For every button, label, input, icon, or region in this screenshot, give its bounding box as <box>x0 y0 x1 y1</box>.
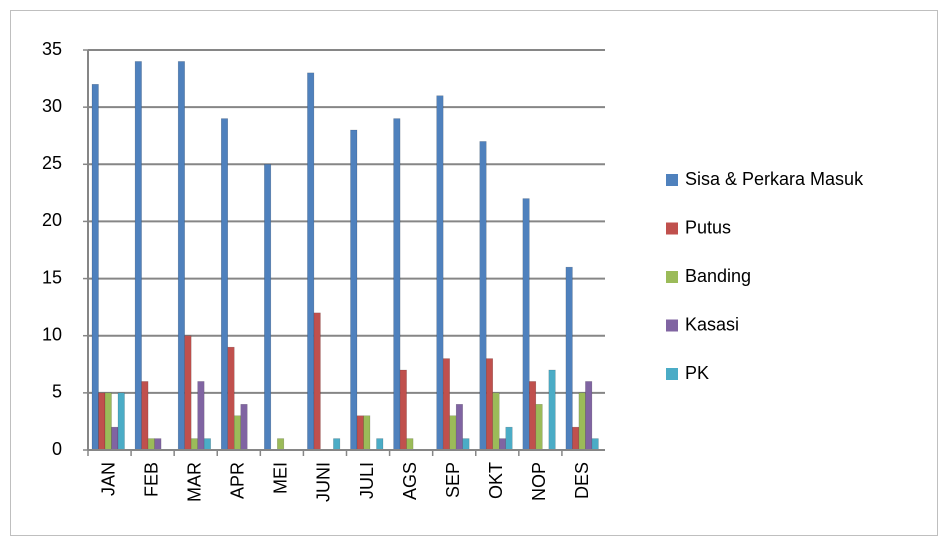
bar <box>184 335 192 451</box>
bar <box>227 346 235 451</box>
bar <box>505 426 513 451</box>
x-tick-label: FEB <box>141 462 161 497</box>
chart-border <box>10 10 938 536</box>
x-tick-label: MEI <box>271 462 291 494</box>
bar <box>442 358 450 451</box>
bar <box>591 438 599 451</box>
bar <box>578 392 586 451</box>
bar <box>399 369 407 451</box>
legend-label: Putus <box>685 217 731 237</box>
bar <box>376 438 384 451</box>
bar <box>455 404 463 451</box>
bar <box>141 381 149 451</box>
bar <box>492 392 500 451</box>
bar <box>572 426 580 451</box>
y-tick-label: 5 <box>52 382 62 402</box>
legend-swatch <box>666 222 678 235</box>
legend-label: PK <box>685 363 709 383</box>
bar <box>548 369 556 451</box>
x-tick-label: AGS <box>400 462 420 500</box>
x-tick-label: OKT <box>486 462 506 499</box>
bar <box>313 312 321 451</box>
legend-label: Sisa & Perkara Masuk <box>685 169 864 189</box>
x-tick-label: JAN <box>98 462 118 496</box>
legend-label: Banding <box>685 266 751 286</box>
bar <box>154 438 162 451</box>
y-tick-label: 10 <box>42 324 62 344</box>
y-tick-label: 20 <box>42 210 62 230</box>
legend-swatch <box>666 319 678 332</box>
y-tick-label: 35 <box>42 39 62 59</box>
bar <box>98 392 106 451</box>
bar <box>350 129 358 451</box>
bar <box>277 438 285 451</box>
bar <box>147 438 155 451</box>
bar <box>333 438 341 451</box>
y-tick-label: 30 <box>42 96 62 116</box>
legend-swatch <box>666 271 678 283</box>
bar <box>197 381 205 451</box>
bar <box>307 72 315 451</box>
x-tick-label: APR <box>228 462 248 499</box>
bar <box>499 438 506 451</box>
bar <box>565 266 573 451</box>
bar <box>363 415 371 451</box>
bar <box>234 415 241 451</box>
bar <box>585 381 593 451</box>
bar <box>356 415 364 451</box>
bar <box>449 415 457 451</box>
bar <box>117 392 125 451</box>
legend-swatch <box>666 174 678 186</box>
bar <box>535 404 543 451</box>
x-tick-label: MAR <box>184 462 204 502</box>
bar <box>522 198 530 451</box>
bar <box>240 404 248 451</box>
bar <box>436 95 444 451</box>
bar <box>393 118 401 451</box>
x-tick-label: JUNI <box>314 462 334 502</box>
x-tick-label: SEP <box>443 462 463 498</box>
bar <box>462 438 470 451</box>
bar <box>529 381 537 451</box>
bar <box>190 438 198 451</box>
bar <box>264 164 272 451</box>
bar <box>221 118 228 451</box>
bar <box>203 438 211 451</box>
bar <box>177 61 185 451</box>
x-tick-label: JULI <box>357 462 377 499</box>
y-tick-label: 0 <box>52 439 62 459</box>
bar <box>486 358 493 451</box>
legend-label: Kasasi <box>685 314 739 334</box>
x-tick-label: NOP <box>529 462 549 501</box>
x-tick-label: DES <box>572 462 592 499</box>
bar <box>104 392 112 451</box>
bar <box>91 84 99 451</box>
y-tick-label: 25 <box>42 153 62 173</box>
bar <box>406 438 414 451</box>
bar <box>111 426 119 451</box>
y-tick-label: 15 <box>42 267 62 287</box>
bar <box>479 141 487 451</box>
legend-swatch <box>666 368 678 380</box>
bar <box>134 61 142 451</box>
